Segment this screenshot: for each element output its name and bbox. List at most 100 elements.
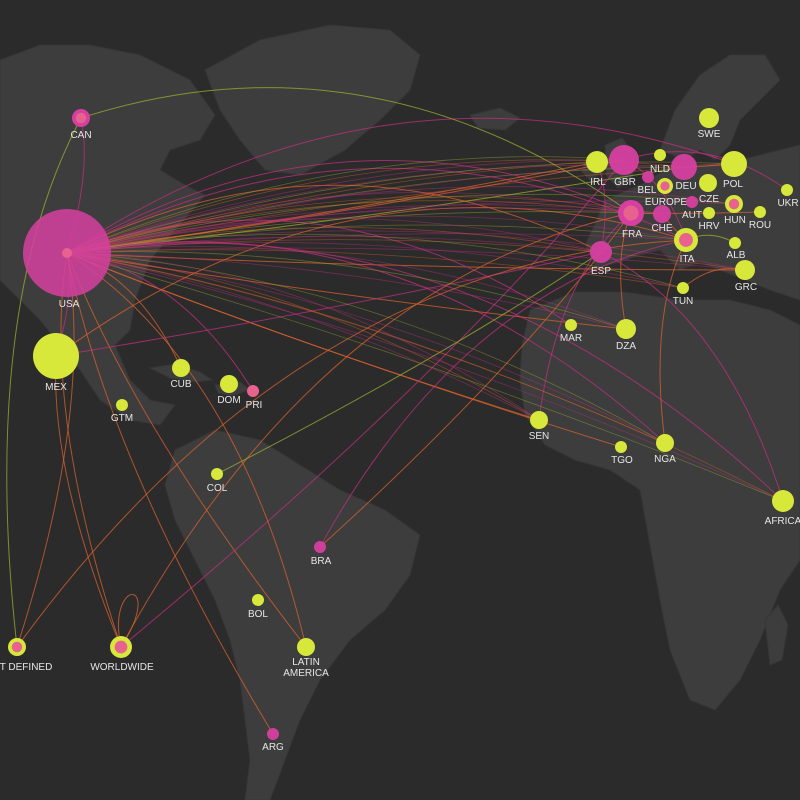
flow-line-arg-usa [66, 252, 274, 735]
node-arg[interactable] [267, 728, 279, 740]
node-bra[interactable] [314, 541, 326, 553]
flow-line-usa-che-bundle [66, 204, 663, 254]
node-circle-irl[interactable] [586, 151, 608, 173]
node-notdef[interactable] [8, 638, 26, 656]
node-gtm[interactable] [116, 399, 128, 411]
node-usa[interactable] [23, 209, 111, 297]
flow-line-col-esp [216, 251, 602, 475]
flow-line-usa-grc-bundle [66, 230, 746, 271]
flow-line-usa-che-bundle [66, 196, 663, 254]
node-esp[interactable] [590, 241, 612, 263]
node-ukr[interactable] [781, 184, 793, 196]
node-mar[interactable] [565, 319, 577, 331]
node-circle-ukr[interactable] [781, 184, 793, 196]
flow-line-usa-fra [66, 159, 632, 254]
node-core-europe [660, 181, 670, 191]
node-circle-cze[interactable] [699, 174, 717, 192]
node-ita[interactable] [674, 228, 698, 252]
node-circle-nld[interactable] [654, 149, 666, 161]
node-swe[interactable] [699, 108, 719, 128]
label-bol: BOL [248, 609, 268, 620]
node-circle-bel[interactable] [642, 171, 654, 183]
node-tun[interactable] [677, 282, 689, 294]
node-dza[interactable] [616, 319, 636, 339]
node-can[interactable] [72, 109, 90, 127]
node-bol[interactable] [252, 594, 264, 606]
node-circle-africa[interactable] [772, 490, 794, 512]
node-circle-dza[interactable] [616, 319, 636, 339]
node-circle-grc[interactable] [735, 260, 755, 280]
flow-line-usa-grc-bundle [66, 239, 746, 271]
flow-line-usa-gbr-bundle [66, 156, 625, 254]
node-circle-pol[interactable] [721, 151, 747, 177]
node-aut[interactable] [686, 196, 698, 208]
node-pol[interactable] [721, 151, 747, 177]
node-bel[interactable] [642, 171, 654, 183]
node-circle-arg[interactable] [267, 728, 279, 740]
node-circle-nga[interactable] [656, 434, 674, 452]
node-deu[interactable] [671, 154, 697, 180]
node-nga[interactable] [656, 434, 674, 452]
node-europe[interactable] [657, 178, 673, 194]
label-africa: AFRICA [765, 516, 800, 527]
flow-line-mex-ita [55, 207, 687, 357]
node-africa[interactable] [772, 490, 794, 512]
flow-line-mex-world [55, 355, 122, 648]
node-dom[interactable] [220, 375, 238, 393]
node-circle-dom[interactable] [220, 375, 238, 393]
flow-line-usa-sen-bundle [66, 252, 540, 421]
node-circle-tun[interactable] [677, 282, 689, 294]
node-circle-aut[interactable] [686, 196, 698, 208]
label-fra: FRA [622, 229, 642, 240]
label-che: CHE [651, 223, 672, 234]
node-cze[interactable] [699, 174, 717, 192]
land-south-america [164, 429, 421, 800]
node-hun[interactable] [725, 195, 743, 213]
node-circle-deu[interactable] [671, 154, 697, 180]
node-pri[interactable] [247, 385, 259, 397]
label-dza: DZA [616, 341, 636, 352]
node-circle-cub[interactable] [172, 359, 190, 377]
node-circle-bol[interactable] [252, 594, 264, 606]
node-col[interactable] [211, 468, 223, 480]
node-circle-esp[interactable] [590, 241, 612, 263]
flow-line-usa-esp-bundle [66, 227, 602, 254]
node-circle-sen[interactable] [530, 411, 548, 429]
node-nld[interactable] [654, 149, 666, 161]
node-circle-col[interactable] [211, 468, 223, 480]
flow-line-usa-sen-bundle [66, 252, 540, 421]
node-fra[interactable] [618, 200, 644, 226]
node-che[interactable] [653, 205, 671, 223]
node-grc[interactable] [735, 260, 755, 280]
label-mar: MAR [560, 333, 582, 344]
label-world: WORLDWIDE [90, 662, 154, 673]
flow-line-usa-nga-bundle [66, 252, 666, 444]
node-circle-hrv[interactable] [703, 207, 715, 219]
node-circle-rou[interactable] [754, 206, 766, 218]
node-circle-gbr[interactable] [609, 145, 639, 175]
node-rou[interactable] [754, 206, 766, 218]
node-cub[interactable] [172, 359, 190, 377]
node-irl[interactable] [586, 151, 608, 173]
node-circle-tgo[interactable] [615, 441, 627, 453]
node-latam[interactable] [297, 638, 315, 656]
node-circle-gtm[interactable] [116, 399, 128, 411]
node-circle-alb[interactable] [729, 237, 741, 249]
node-sen[interactable] [530, 411, 548, 429]
flow-line-usa-fra-bundle [66, 191, 632, 254]
node-circle-pri[interactable] [247, 385, 259, 397]
node-circle-mar[interactable] [565, 319, 577, 331]
node-mex[interactable] [33, 333, 79, 379]
node-circle-latam[interactable] [297, 638, 315, 656]
node-circle-che[interactable] [653, 205, 671, 223]
node-world[interactable] [110, 636, 132, 658]
node-tgo[interactable] [615, 441, 627, 453]
node-circle-mex[interactable] [33, 333, 79, 379]
node-alb[interactable] [729, 237, 741, 249]
node-hrv[interactable] [703, 207, 715, 219]
node-gbr[interactable] [609, 145, 639, 175]
node-circle-swe[interactable] [699, 108, 719, 128]
node-circle-bra[interactable] [314, 541, 326, 553]
flow-line-world-gbr [120, 159, 625, 648]
label-swe: SWE [698, 129, 721, 140]
